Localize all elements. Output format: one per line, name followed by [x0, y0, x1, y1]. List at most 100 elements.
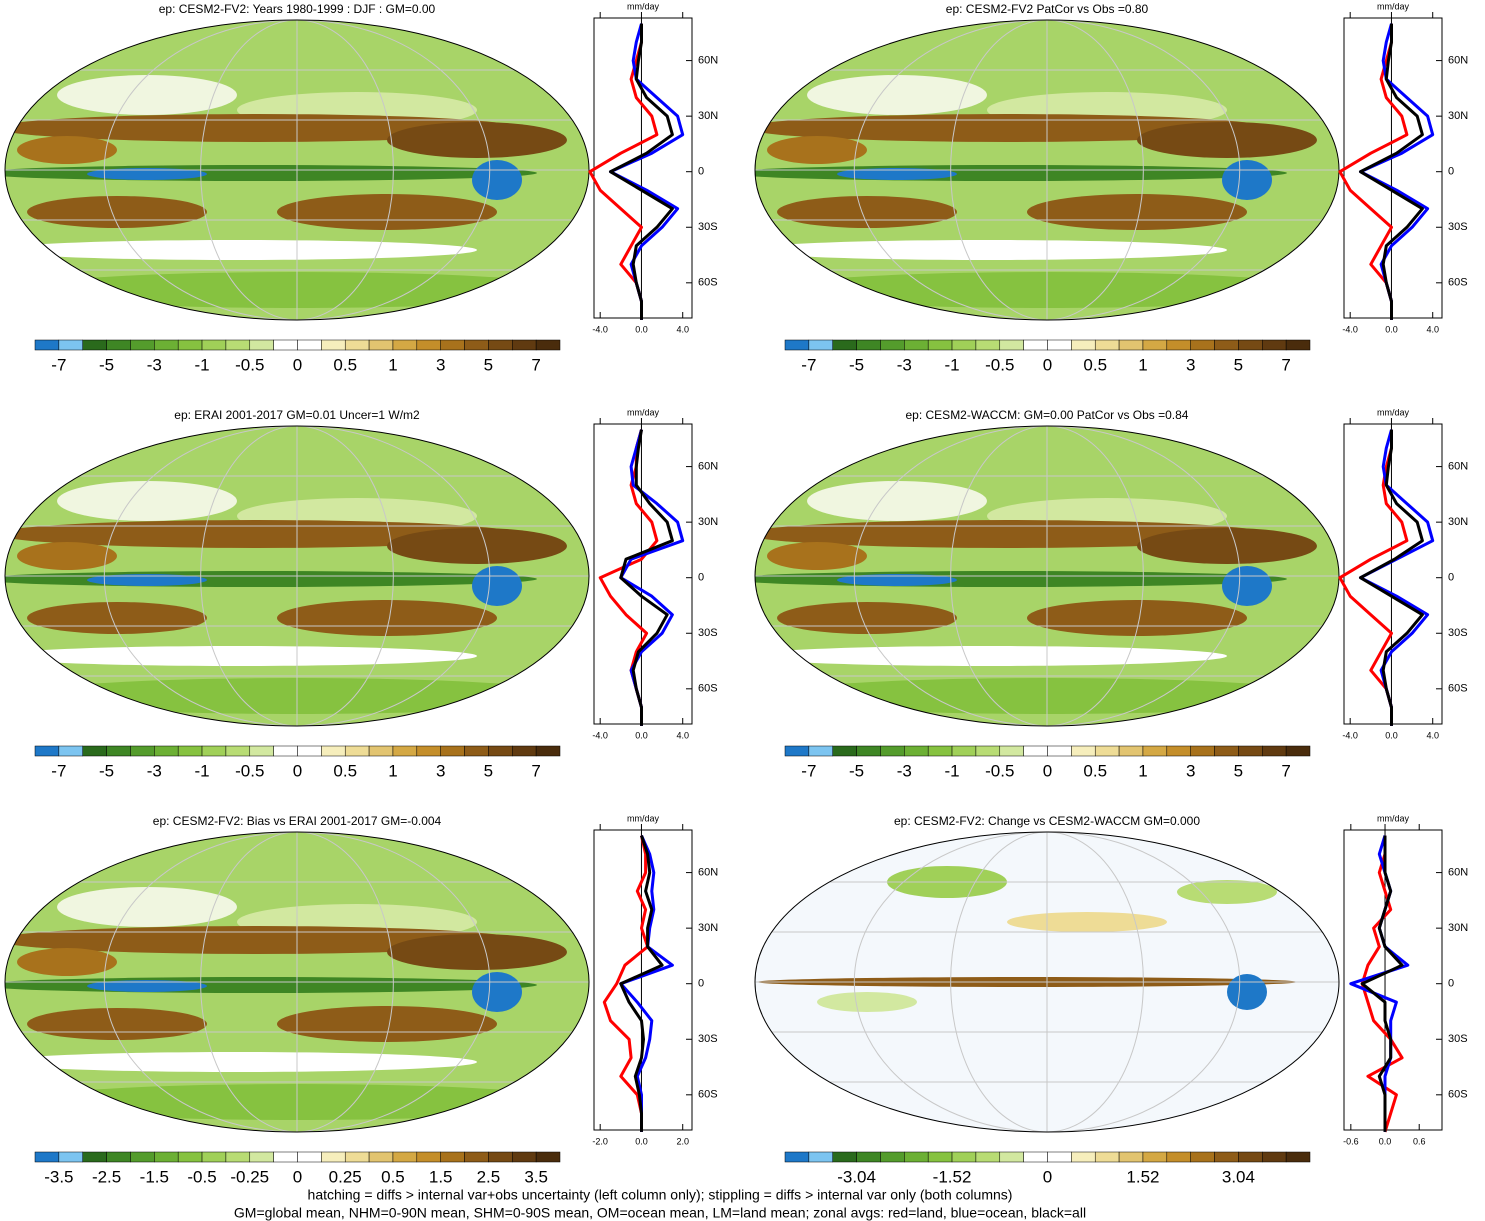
colorbar-box: [951, 745, 977, 757]
colorbar-box: [297, 745, 322, 757]
map-field: [5, 646, 477, 666]
x-tick-label: -4.0: [1342, 324, 1358, 334]
colorbar-label: 1: [388, 355, 397, 374]
y-tick-label: 60N: [698, 866, 718, 878]
y-tick-label: 60S: [1448, 1089, 1468, 1101]
map-border: [754, 831, 1340, 1133]
panel-title: ep: CESM2-FV2: Bias vs ERAI 2001-2017 GM…: [153, 814, 442, 828]
colorbar-box: [1094, 745, 1120, 757]
colorbar-box: [904, 339, 929, 351]
colorbar-box: [1166, 339, 1191, 351]
map-field: [5, 926, 517, 954]
colorbar-box: [512, 745, 537, 757]
map-field: [5, 165, 537, 181]
colorbar-box: [1071, 745, 1096, 757]
x-tick-label: -0.6: [1343, 1136, 1359, 1146]
colorbar-box: [488, 1151, 513, 1163]
colorbar-box: [225, 745, 251, 757]
colorbar-box: [1047, 745, 1072, 757]
map-field: [472, 160, 522, 200]
map-field: [277, 1006, 497, 1042]
colorbar-box: [416, 339, 441, 351]
colorbar-box: [177, 339, 203, 351]
colorbar-box: [975, 745, 1001, 757]
map-field: [5, 240, 477, 260]
graticule: [950, 832, 1144, 1132]
map-field: [387, 528, 567, 564]
map-field: [17, 948, 117, 976]
x-tick-label: 0.0: [1385, 730, 1398, 740]
graticule: [103, 832, 491, 1132]
map-field: [5, 1052, 477, 1072]
colorbar-box: [999, 745, 1024, 757]
zonal-line: [619, 429, 674, 726]
y-tick-label: 30N: [1448, 516, 1468, 528]
colorbar-box: [1118, 339, 1144, 351]
colorbar-box: [225, 339, 251, 351]
colorbar-label: -3: [147, 761, 162, 780]
map-field: [57, 75, 237, 115]
map-field: [277, 600, 497, 636]
axis-label: mm/day: [1377, 813, 1410, 823]
map-field: [817, 992, 917, 1012]
x-tick-label: 0.0: [635, 1136, 648, 1146]
y-tick-label: 30S: [698, 627, 718, 639]
colorbar-box: [1023, 1151, 1048, 1163]
y-tick-label: 60S: [1448, 277, 1468, 289]
colorbar-box: [368, 745, 394, 757]
colorbar-box: [392, 1151, 418, 1163]
x-tick-label: -4.0: [592, 324, 608, 334]
x-tick-label: 0.6: [1413, 1136, 1426, 1146]
colorbar-box: [1262, 745, 1287, 757]
colorbar-box: [904, 1151, 929, 1163]
colorbar-box: [904, 745, 929, 757]
colorbar-box: [1071, 339, 1096, 351]
colorbar-box: [58, 339, 83, 351]
y-tick-label: 0: [698, 572, 704, 584]
colorbar-box: [321, 339, 346, 351]
colorbar-label: -5: [849, 355, 864, 374]
colorbar-box: [201, 745, 227, 757]
axis-label: mm/day: [1377, 407, 1410, 417]
map-field: [387, 934, 567, 970]
colorbar-box: [951, 1151, 977, 1163]
colorbar-box: [344, 1151, 370, 1163]
colorbar-box: [106, 1151, 131, 1163]
y-tick-label: 60S: [698, 1089, 718, 1101]
zonal-line: [588, 23, 659, 320]
colorbar-box: [1214, 745, 1239, 757]
colorbar-box: [488, 339, 513, 351]
colorbar-box: [1071, 1151, 1096, 1163]
colorbar-label: 5: [484, 355, 493, 374]
colorbar-label: -0.25: [230, 1167, 269, 1186]
y-tick-label: 60N: [698, 460, 718, 472]
panel-title: ep: CESM2-WACCM: GM=0.00 PatCor vs Obs =…: [906, 408, 1189, 422]
map-field: [755, 646, 1227, 666]
colorbar-label: 2.5: [477, 1167, 501, 1186]
colorbar-box: [154, 745, 179, 757]
panel-title: ep: CESM2-FV2: Years 1980-1999 : DJF : G…: [159, 2, 436, 16]
colorbar-box: [249, 745, 274, 757]
colorbar-box: [1214, 339, 1239, 351]
colorbar-box: [1142, 339, 1168, 351]
map-field: [57, 481, 237, 521]
colorbar-box: [1190, 1151, 1215, 1163]
colorbar-box: [440, 745, 465, 757]
y-tick-label: 30N: [1448, 922, 1468, 934]
colorbar-box: [1238, 339, 1263, 351]
map-field: [472, 972, 522, 1012]
y-tick-label: 60N: [1448, 54, 1468, 66]
y-tick-label: 60N: [698, 54, 718, 66]
colorbar-label: 7: [1281, 355, 1290, 374]
map-field: [807, 75, 987, 115]
map-field: [1137, 122, 1317, 158]
colorbar-box: [1238, 1151, 1263, 1163]
colorbar-label: 1.5: [429, 1167, 453, 1186]
map-field: [387, 122, 567, 158]
colorbar-box: [832, 339, 857, 351]
colorbar-label: -1.5: [140, 1167, 169, 1186]
colorbar-box: [130, 1151, 155, 1163]
colorbar-label: -7: [801, 355, 816, 374]
colorbar-box: [58, 745, 83, 757]
colorbar-box: [975, 339, 1001, 351]
